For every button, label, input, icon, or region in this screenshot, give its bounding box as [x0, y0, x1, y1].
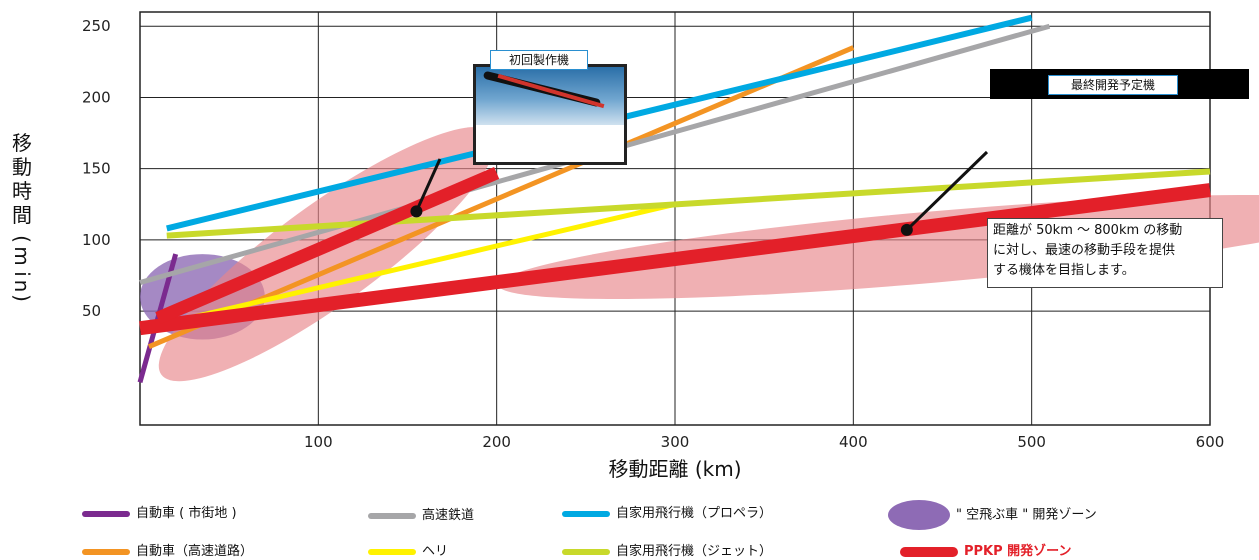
legend-label: 自動車 ( 市街地 )	[136, 506, 237, 521]
y-tick-label: 100	[82, 231, 111, 249]
y-axis-title-char: 移	[12, 131, 32, 155]
legend-label: 自家用飛行機（ジェット）	[616, 544, 773, 559]
legend-swatch	[82, 548, 130, 555]
legend-item-city-car: 自動車 ( 市街地 )	[82, 502, 237, 521]
legend-label: 自動車（高速道路）	[136, 544, 254, 559]
legend-swatch	[562, 510, 610, 517]
note-line: 距離が 50km ～ 800km の移動	[993, 223, 1183, 238]
y-axis-title-char: (	[10, 235, 34, 243]
y-axis-title-char: n	[10, 280, 34, 293]
first-model-image	[473, 64, 627, 165]
x-axis-title: 移動距離 (km)	[608, 457, 741, 481]
legend-swatch	[888, 500, 950, 530]
series-line-7	[155, 166, 500, 325]
legend-label: 高速鉄道	[422, 508, 475, 523]
leader-line	[415, 158, 442, 212]
y-axis-title-char: )	[10, 294, 34, 302]
legend-label: " 空飛ぶ車 " 開発ゾーン	[956, 507, 1097, 523]
series-line-1	[147, 45, 855, 349]
x-tick-label: 600	[1196, 433, 1225, 451]
y-axis-title-char: m	[10, 246, 34, 265]
legend-item-propeller: 自家用飛行機（プロペラ）	[562, 502, 772, 521]
y-axis-title-char: i	[10, 271, 34, 277]
note-line: に対し、最速の移動手段を提供	[993, 243, 1176, 258]
legend-item-jet: 自家用飛行機（ジェット）	[562, 540, 772, 559]
legend-swatch	[82, 510, 130, 517]
series-line-3	[157, 201, 676, 328]
leader-line	[905, 150, 989, 231]
x-tick-label: 200	[482, 433, 511, 451]
legend-swatch	[900, 546, 958, 557]
legend-swatch	[368, 548, 416, 555]
legend-item-flying-car-zone: " 空飛ぶ車 " 開発ゾーン	[888, 500, 1097, 530]
legend-item-rail: 高速鉄道	[368, 504, 474, 523]
y-axis-title-char: 動	[12, 155, 32, 179]
legend-item-ppkp-zone: PPKP 開発ゾーン	[900, 540, 1072, 559]
y-axis-title-char: 間	[12, 203, 32, 227]
callout-markers	[410, 150, 989, 236]
first-model-label: 初回製作機	[490, 50, 588, 70]
legend-label: PPKP 開発ゾーン	[964, 544, 1072, 559]
x-tick-label: 500	[1017, 433, 1046, 451]
legend-label: ヘリ	[422, 544, 449, 559]
x-tick-label: 300	[661, 433, 690, 451]
callout-marker	[410, 205, 423, 218]
x-tick-label: 400	[839, 433, 868, 451]
series-line-5	[166, 168, 1211, 239]
legend-label: 自家用飛行機（プロペラ）	[616, 506, 773, 521]
y-tick-label: 150	[82, 160, 111, 178]
y-tick-label: 50	[82, 302, 101, 320]
tick-labels: 100 200 300 400 500 600 50 100 150 200 250	[82, 17, 1224, 451]
callout-marker	[900, 223, 913, 236]
glider-photo	[476, 67, 624, 125]
legend-swatch	[562, 548, 610, 555]
series-line-6	[139, 183, 1211, 336]
note-line: する機体を目指します。	[993, 263, 1135, 278]
x-tick-label: 100	[304, 433, 333, 451]
final-model-label: 最終開発予定機	[1048, 75, 1178, 95]
legend-item-highway-car: 自動車（高速道路）	[82, 540, 253, 559]
y-tick-label: 200	[82, 88, 111, 106]
y-tick-label: 250	[82, 17, 111, 35]
legend-swatch	[368, 512, 416, 519]
legend-item-heli: ヘリ	[368, 540, 448, 559]
y-axis-title-char: 時	[12, 179, 32, 203]
target-note: 距離が 50km ～ 800km の移動 に対し、最速の移動手段を提供 する機体…	[987, 218, 1223, 288]
